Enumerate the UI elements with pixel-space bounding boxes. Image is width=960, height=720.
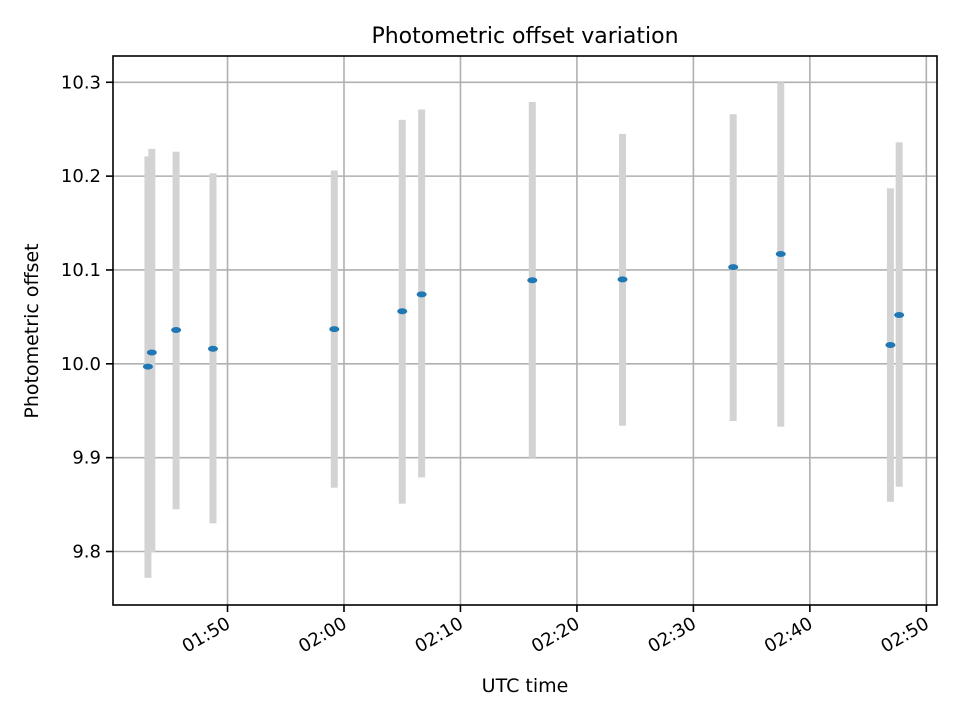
data-point bbox=[207, 345, 218, 352]
y-tick-label: 10.1 bbox=[61, 260, 101, 281]
y-tick-label: 9.8 bbox=[72, 542, 101, 563]
data-point bbox=[885, 342, 896, 349]
data-point bbox=[728, 264, 739, 271]
data-point bbox=[527, 277, 538, 284]
data-point bbox=[416, 291, 427, 298]
data-point bbox=[397, 308, 408, 315]
y-tick-label: 9.9 bbox=[72, 448, 101, 469]
y-tick-label: 10.0 bbox=[61, 354, 101, 375]
chart-title: Photometric offset variation bbox=[371, 24, 678, 49]
data-points bbox=[142, 251, 905, 370]
x-axis-label: UTC time bbox=[482, 675, 569, 697]
grid bbox=[113, 56, 937, 605]
data-point bbox=[146, 349, 157, 356]
data-point bbox=[894, 312, 905, 319]
y-axis-ticks: 9.8 9.9 10.0 10.1 10.2 10.3 bbox=[61, 72, 113, 563]
data-point bbox=[329, 326, 340, 333]
y-tick-label: 10.2 bbox=[61, 166, 101, 187]
data-point bbox=[142, 363, 153, 370]
data-point bbox=[617, 276, 628, 283]
y-axis-label: Photometric offset bbox=[21, 243, 43, 418]
data-point bbox=[775, 251, 786, 258]
data-point bbox=[171, 327, 182, 334]
plot-frame bbox=[112, 55, 938, 606]
y-tick-label: 10.3 bbox=[61, 72, 101, 93]
